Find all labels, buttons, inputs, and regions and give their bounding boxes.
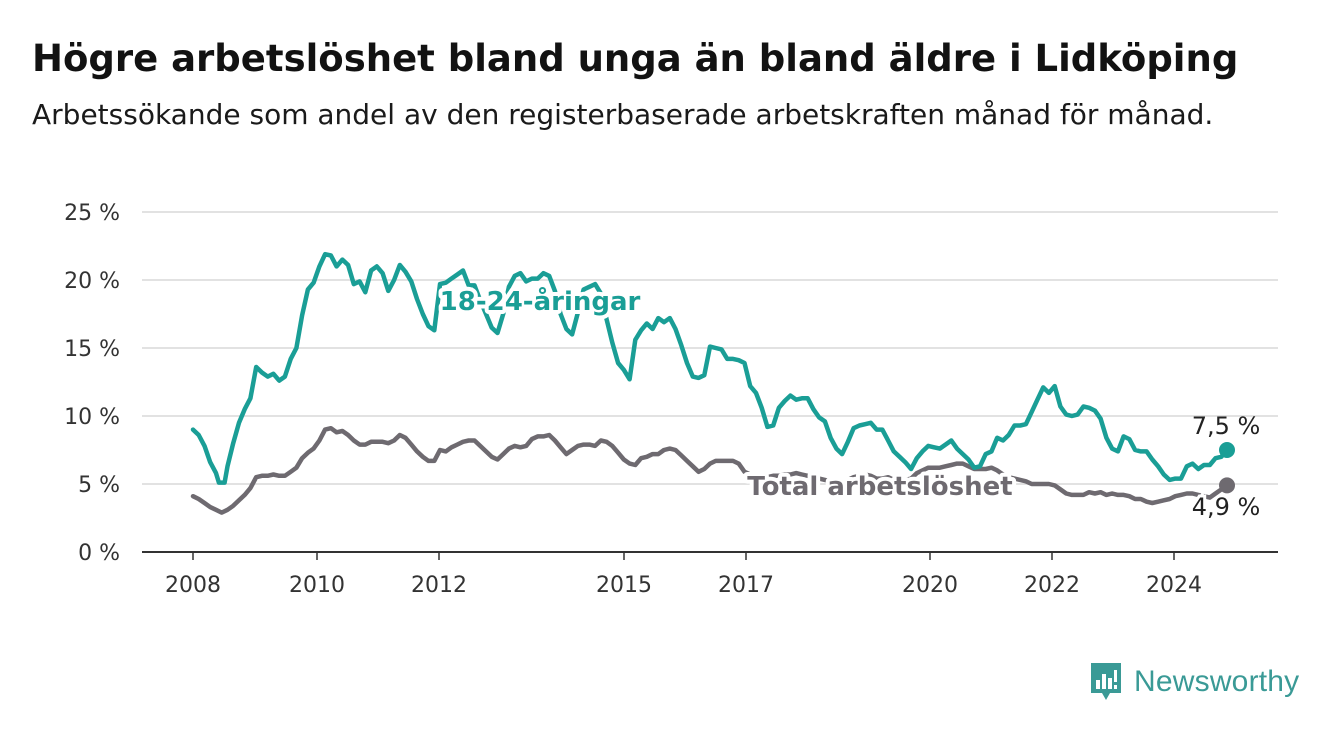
x-tick-label: 2022 [1024,573,1080,598]
total-unemployment-line [190,425,1230,515]
youth-end-label: 7,5 % [1192,412,1261,440]
x-tick-label: 2010 [289,573,345,598]
chart-title: Högre arbetslöshet bland unga än bland ä… [32,37,1239,80]
x-tick-label: 2020 [902,573,958,598]
x-tick-label: 2008 [165,573,221,598]
chart-subtitle: Arbetssökande som andel av den registerb… [32,98,1214,131]
total-series-label: Total arbetslöshet [747,472,1012,502]
x-tick-label: 2024 [1146,573,1202,598]
series-lines [190,251,1235,515]
total-unemployment-end-point [1219,477,1235,494]
y-tick-label: 25 % [64,201,120,226]
youth-unemployment-end-point [1219,442,1235,458]
brand-name: Newsworthy [1134,665,1300,698]
bar-chart-badge-icon [1091,663,1121,700]
y-tick-label: 5 % [78,473,120,498]
x-axis-ticks: 2008 2010 2012 2015 2017 2020 2022 2024 [165,552,1202,598]
youth-series-label: 18-24-åringar [440,285,641,317]
y-tick-label: 10 % [64,405,120,430]
y-tick-label: 15 % [64,337,120,362]
x-tick-label: 2017 [718,573,774,598]
total-end-label: 4,9 % [1192,493,1261,521]
y-axis-ticks: 0 % 5 % 10 % 15 % 20 % 25 % [64,201,120,566]
x-tick-label: 2015 [596,573,652,598]
youth-unemployment-line [190,251,1230,485]
y-tick-label: 20 % [64,269,120,294]
newsworthy-logo: Newsworthy [1088,660,1299,704]
x-tick-label: 2012 [411,573,467,598]
series-labels: 18-24-åringar Total arbetslöshet 7,5 % 4,9 … [436,281,1264,524]
gridlines [142,211,1278,553]
y-tick-label: 0 % [78,541,120,566]
